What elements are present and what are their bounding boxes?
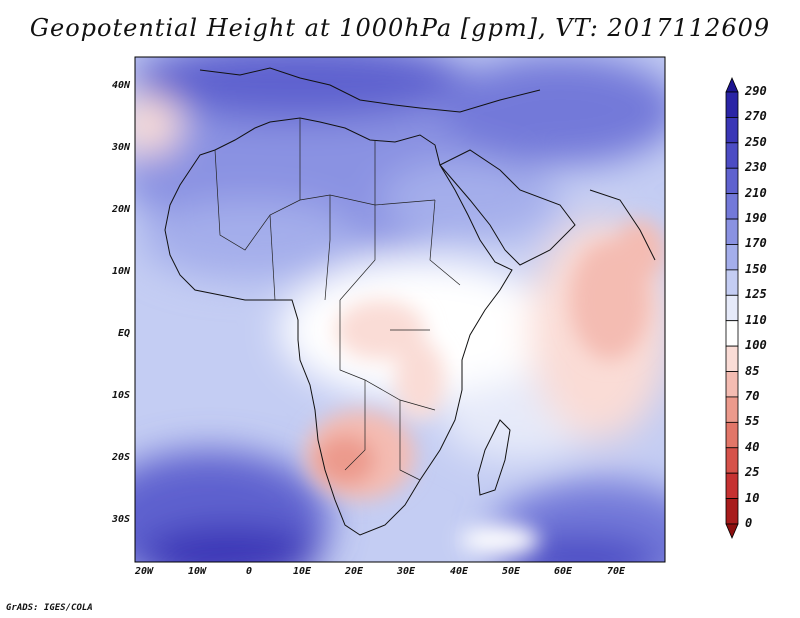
lon-label-30e: 30E: [396, 566, 416, 577]
colorbar-segment: [725, 167, 739, 195]
colorbar-segment: [725, 447, 739, 474]
colorbar-segment: [725, 472, 739, 499]
colorbar-level-label: 290: [745, 84, 767, 98]
colorbar-level-label: 100: [745, 338, 767, 353]
colorbar-level-label: 55: [745, 414, 760, 429]
colorbar-level-label: 25: [745, 465, 760, 480]
colorbar-segment: [725, 244, 739, 271]
lat-label-10s: 10S: [111, 390, 130, 401]
plot-frame: [134, 56, 666, 563]
lon-label-70e: 70E: [606, 566, 626, 577]
lat-label-30n: 30N: [111, 142, 130, 153]
colorbar-segment: [725, 294, 739, 322]
lon-label-20e: 20E: [344, 566, 364, 577]
colorbar-level-label: 125: [745, 287, 767, 302]
lon-label-0: 0: [245, 566, 253, 577]
lat-label-40n: 40N: [111, 80, 130, 91]
lon-label-20w: 20W: [134, 566, 154, 577]
colorbar-segment: [725, 345, 739, 372]
country-borders: [214, 118, 461, 481]
colorbar-segment: [725, 142, 739, 169]
colorbar-level-label: 10: [745, 490, 760, 505]
colorbar-segment: [725, 421, 739, 449]
colorbar-segment: [725, 193, 739, 220]
colorbar-level-label: 270: [745, 109, 767, 124]
height-field: [135, 57, 665, 562]
colorbar-level-label: 70: [745, 388, 760, 403]
colorbar-level-label: 190: [745, 211, 767, 226]
colorbar-level-label: 250: [745, 134, 767, 149]
lat-label-eq: EQ: [117, 328, 130, 339]
lat-label-20n: 20N: [111, 204, 130, 215]
colorbar-level-label: 170: [745, 236, 767, 251]
lon-label-60e: 60E: [553, 566, 573, 577]
colorbar-level-label: 150: [745, 261, 767, 276]
lon-label-10w: 10W: [187, 566, 207, 577]
colorbar-segment: [725, 117, 739, 144]
colorbar-level-label: 0: [745, 516, 753, 530]
lat-label-10n: 10N: [111, 266, 130, 277]
lon-label-10e: 10E: [292, 566, 312, 577]
colorbar: [725, 76, 739, 540]
colorbar-level-label: 85: [745, 363, 760, 378]
colorbar-level-label: 110: [745, 312, 767, 327]
credit-text: GrADS: IGES/COLA: [6, 603, 93, 613]
colorbar-segment: [725, 498, 739, 525]
colorbar-segment: [725, 91, 739, 118]
colorbar-bottom-arrow: [725, 523, 739, 540]
colorbar-segment: [725, 371, 739, 398]
lat-label-20s: 20S: [111, 452, 130, 463]
coastlines: [164, 67, 656, 536]
colorbar-segment: [725, 320, 739, 347]
colorbar-segment: [725, 269, 739, 296]
colorbar-level-label: 230: [745, 160, 767, 175]
colorbar-level-label: 40: [745, 439, 760, 454]
colorbar-segment: [725, 218, 739, 245]
colorbar-level-label: 210: [745, 185, 767, 200]
lon-label-50e: 50E: [501, 566, 521, 577]
colorbar-segment: [725, 396, 739, 423]
map-title: Geopotential Height at 1000hPa [gpm], VT…: [29, 14, 771, 42]
lat-label-30s: 30S: [111, 514, 130, 525]
colorbar-top-arrow: [725, 76, 739, 93]
lon-label-40e: 40E: [449, 566, 469, 577]
